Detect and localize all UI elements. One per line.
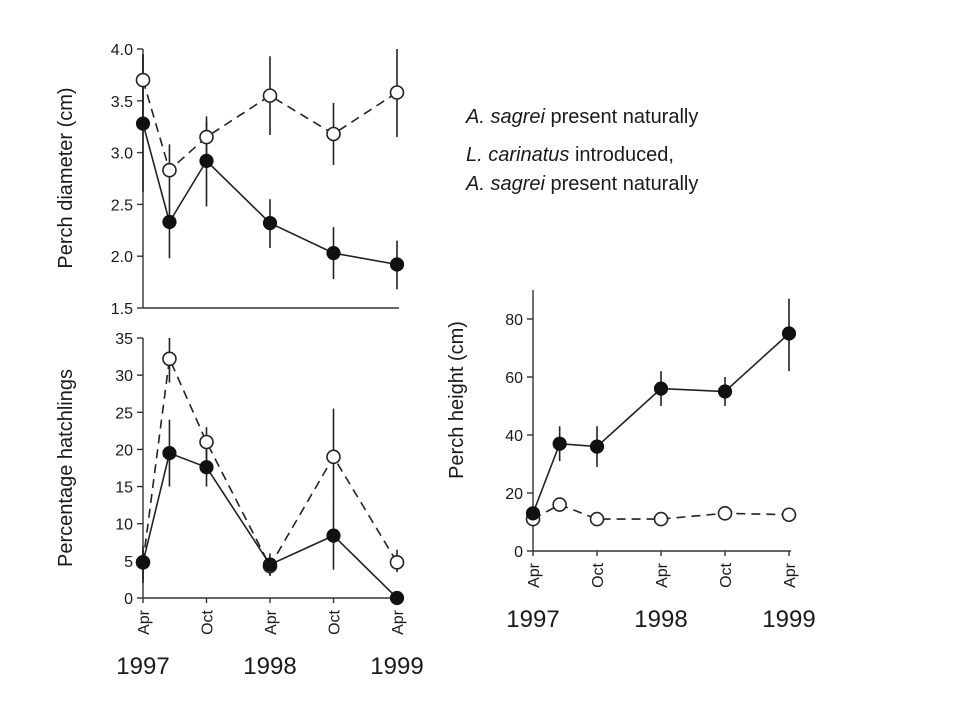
hatch-open-series-line bbox=[142, 355, 398, 568]
diameter-open-point bbox=[389, 85, 405, 100]
legend: A. sagrei present naturally L. carinatus… bbox=[465, 106, 698, 195]
height-month-label: Oct bbox=[718, 562, 735, 587]
diameter-open-series-line bbox=[142, 79, 398, 172]
height-open-point bbox=[589, 511, 605, 527]
hatch-filled-point bbox=[162, 446, 177, 461]
height-y-axis-title: Perch height (cm) bbox=[446, 321, 468, 479]
diameter-filled-point bbox=[389, 257, 405, 272]
hatch-open-point bbox=[199, 434, 214, 450]
height-y-tick-label: 40 bbox=[505, 428, 523, 445]
legend-filled-label-line1: L. carinatus introduced, bbox=[466, 144, 674, 166]
hatch-y-tick-label: 35 bbox=[115, 331, 133, 348]
diameter-open-point bbox=[199, 129, 214, 145]
diameter-y-tick-label: 2.0 bbox=[111, 249, 133, 266]
height-month-label: Apr bbox=[654, 562, 671, 588]
hatch-filled-point bbox=[199, 460, 214, 475]
hatch-filled-series-line bbox=[142, 452, 398, 599]
hatch-month-label: Oct bbox=[200, 609, 217, 634]
height-month-label: Apr bbox=[526, 562, 543, 588]
diameter-filled-point bbox=[326, 245, 341, 261]
height-y-tick-label: 20 bbox=[505, 486, 523, 503]
diameter-filled-point bbox=[135, 116, 151, 131]
height-y-tick-label: 60 bbox=[505, 370, 523, 387]
diameter-filled-point bbox=[262, 215, 278, 231]
hatch-y-tick-label: 0 bbox=[124, 591, 133, 608]
diameter-open-point bbox=[162, 162, 177, 178]
hatch-y-axis-title: Percentage hatchlings bbox=[55, 369, 77, 567]
hatch-month-label: Apr bbox=[263, 609, 280, 635]
hatch-filled-point bbox=[135, 555, 151, 570]
hatch-month-label: Apr bbox=[136, 609, 153, 635]
height-month-label: Apr bbox=[782, 562, 799, 588]
legend-filled-label-line2: A. sagrei present naturally bbox=[465, 173, 698, 195]
panel-percentage-hatchlings: 0 5 10 15 20 25 30 35 Percentage hatchlings Apr Oc… bbox=[55, 331, 424, 680]
diameter-y-tick-label: 2.5 bbox=[111, 197, 133, 214]
diameter-y-tick-label: 3.0 bbox=[111, 146, 133, 163]
diameter-open-point bbox=[135, 72, 151, 88]
height-filled-point bbox=[781, 326, 797, 341]
diameter-open-point bbox=[326, 126, 341, 142]
height-year-label: 1998 bbox=[634, 606, 687, 633]
hatch-y-tick-label: 25 bbox=[115, 405, 133, 422]
legend-open-label: A. sagrei present naturally bbox=[465, 106, 698, 128]
diameter-open-point bbox=[262, 88, 278, 103]
diameter-y-axis-title: Perch diameter (cm) bbox=[55, 87, 77, 268]
hatch-y-tick-label: 15 bbox=[115, 480, 133, 497]
hatch-open-point bbox=[162, 351, 177, 367]
height-filled-point bbox=[552, 436, 567, 451]
height-y-tick-label: 0 bbox=[514, 544, 523, 561]
diameter-filled-series-line bbox=[142, 123, 398, 266]
hatch-filled-point bbox=[262, 557, 278, 572]
hatch-open-point bbox=[326, 449, 341, 465]
hatch-open-point bbox=[389, 555, 405, 570]
height-filled-point bbox=[717, 384, 733, 399]
height-year-label: 1999 bbox=[762, 606, 815, 633]
height-open-point bbox=[552, 497, 567, 512]
panel-perch-diameter: 1.5 2.0 2.5 3.0 3.5 4.0 Perch diameter (cm) bbox=[55, 42, 405, 318]
height-filled-point bbox=[589, 439, 605, 454]
diameter-filled-point bbox=[162, 214, 177, 230]
height-y-tick-label: 80 bbox=[505, 312, 523, 329]
height-open-point bbox=[781, 507, 797, 523]
hatch-filled-point bbox=[326, 528, 341, 543]
diameter-y-tick-label: 1.5 bbox=[111, 301, 133, 318]
height-month-label: Oct bbox=[590, 562, 607, 587]
hatch-y-tick-label: 20 bbox=[115, 442, 133, 459]
height-filled-point bbox=[653, 381, 669, 396]
height-filled-point bbox=[525, 506, 541, 521]
hatch-year-label: 1999 bbox=[370, 653, 423, 680]
diameter-y-tick-label: 3.5 bbox=[111, 94, 133, 111]
hatch-y-tick-label: 5 bbox=[124, 554, 133, 571]
hatch-y-tick-label: 10 bbox=[115, 517, 133, 534]
diameter-y-tick-label: 4.0 bbox=[111, 42, 133, 59]
height-year-label: 1997 bbox=[506, 606, 559, 633]
diameter-filled-point bbox=[199, 153, 214, 168]
hatch-filled-point bbox=[389, 590, 405, 606]
height-open-point bbox=[717, 505, 733, 521]
hatch-month-label: Apr bbox=[390, 609, 407, 635]
height-filled-series-line bbox=[532, 332, 790, 514]
hatch-y-tick-label: 30 bbox=[115, 368, 133, 385]
height-open-point bbox=[653, 511, 669, 527]
hatch-year-label: 1998 bbox=[243, 653, 296, 680]
hatch-month-label: Oct bbox=[327, 609, 344, 634]
hatch-year-label: 1997 bbox=[116, 653, 169, 680]
panel-perch-height: 0 20 40 60 80 Perch height (cm) Apr Oct Apr Oct Ap… bbox=[446, 290, 816, 633]
